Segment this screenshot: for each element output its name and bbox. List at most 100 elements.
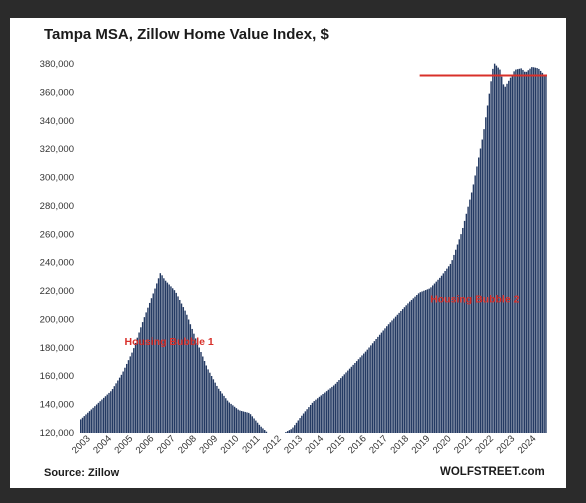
data-bar <box>467 206 469 433</box>
data-bar <box>240 411 243 433</box>
data-bar <box>111 389 114 433</box>
data-bar <box>228 402 231 433</box>
data-bar <box>325 391 328 433</box>
data-bar <box>118 377 121 433</box>
data-bar <box>474 175 476 434</box>
x-tick-label: 2015 <box>325 433 348 456</box>
data-bar <box>175 292 177 433</box>
data-bar <box>331 386 333 433</box>
data-bar <box>338 380 340 433</box>
data-bar <box>191 328 193 433</box>
data-bar <box>531 67 533 433</box>
data-bar <box>101 399 103 433</box>
data-bar <box>393 318 395 433</box>
data-bar <box>529 68 531 434</box>
data-bar <box>465 213 468 433</box>
data-bar <box>97 402 100 433</box>
data-bar <box>451 260 453 433</box>
data-bar <box>286 431 289 433</box>
data-bar <box>134 342 137 433</box>
data-bar <box>318 396 321 433</box>
data-bar <box>329 388 331 433</box>
x-tick-label: 2017 <box>367 433 390 456</box>
data-bar <box>186 314 188 433</box>
data-bar <box>294 425 296 433</box>
data-bar <box>214 382 216 433</box>
data-bar <box>407 303 409 433</box>
data-bar <box>122 371 124 433</box>
y-tick-label: 320,000 <box>40 144 74 155</box>
data-bar <box>412 298 414 433</box>
data-bar <box>446 268 448 433</box>
x-tick-label: 2019 <box>410 433 433 456</box>
data-bar <box>387 324 390 433</box>
data-bar <box>382 330 384 433</box>
data-bar <box>476 166 478 434</box>
data-bar <box>343 374 345 433</box>
data-bar <box>486 105 489 433</box>
data-bar <box>332 385 335 433</box>
data-bar <box>502 84 505 434</box>
data-bar <box>233 406 236 433</box>
data-bar <box>221 393 223 433</box>
data-bar <box>386 326 388 433</box>
data-bar <box>398 312 400 433</box>
data-bar <box>428 288 430 433</box>
data-bar <box>288 430 291 433</box>
data-bar <box>127 360 130 433</box>
data-bar <box>458 239 460 433</box>
data-bar <box>156 283 158 433</box>
data-bar <box>212 379 215 433</box>
data-bar <box>140 327 142 433</box>
data-bar <box>421 291 423 433</box>
data-bar <box>253 418 255 433</box>
data-bar <box>532 67 535 433</box>
x-tick-label: 2009 <box>197 433 220 456</box>
data-bar <box>501 76 503 433</box>
data-bar <box>260 426 262 433</box>
data-bar <box>225 398 227 433</box>
data-bar <box>311 402 314 433</box>
data-bar <box>313 401 315 433</box>
data-bar <box>235 408 238 433</box>
data-bar <box>499 69 501 433</box>
data-bar <box>103 397 105 433</box>
data-bar <box>189 324 192 433</box>
data-bar <box>200 352 202 433</box>
data-bar <box>324 392 326 433</box>
data-bar <box>255 420 257 433</box>
data-bar <box>202 356 204 433</box>
data-bar <box>90 409 93 433</box>
y-tick-label: 380,000 <box>40 59 74 70</box>
data-bar <box>405 305 407 433</box>
data-bar <box>419 292 422 433</box>
y-tick-label: 120,000 <box>40 428 74 439</box>
x-tick-label: 2007 <box>155 433 178 456</box>
data-bar <box>154 288 156 433</box>
data-bar <box>416 295 418 433</box>
data-bar <box>223 395 225 433</box>
data-bar <box>244 411 246 433</box>
data-bar <box>87 412 89 433</box>
data-bar <box>263 430 266 433</box>
data-bar <box>368 347 370 433</box>
data-bar <box>219 391 222 433</box>
data-bar <box>164 280 167 433</box>
data-bar <box>210 376 213 433</box>
data-bar <box>478 157 480 433</box>
data-bar <box>462 227 464 433</box>
data-bar <box>125 363 128 433</box>
data-bar <box>248 412 250 433</box>
data-bar <box>171 288 174 433</box>
data-bar <box>113 386 116 433</box>
data-bar <box>509 77 512 434</box>
data-bar <box>194 338 197 433</box>
data-bar <box>497 67 499 433</box>
data-bar <box>384 328 386 433</box>
data-bar <box>207 369 209 433</box>
y-tick-label: 180,000 <box>40 343 74 354</box>
data-bar <box>166 282 169 433</box>
data-bar <box>217 388 220 433</box>
data-bar <box>95 404 98 433</box>
